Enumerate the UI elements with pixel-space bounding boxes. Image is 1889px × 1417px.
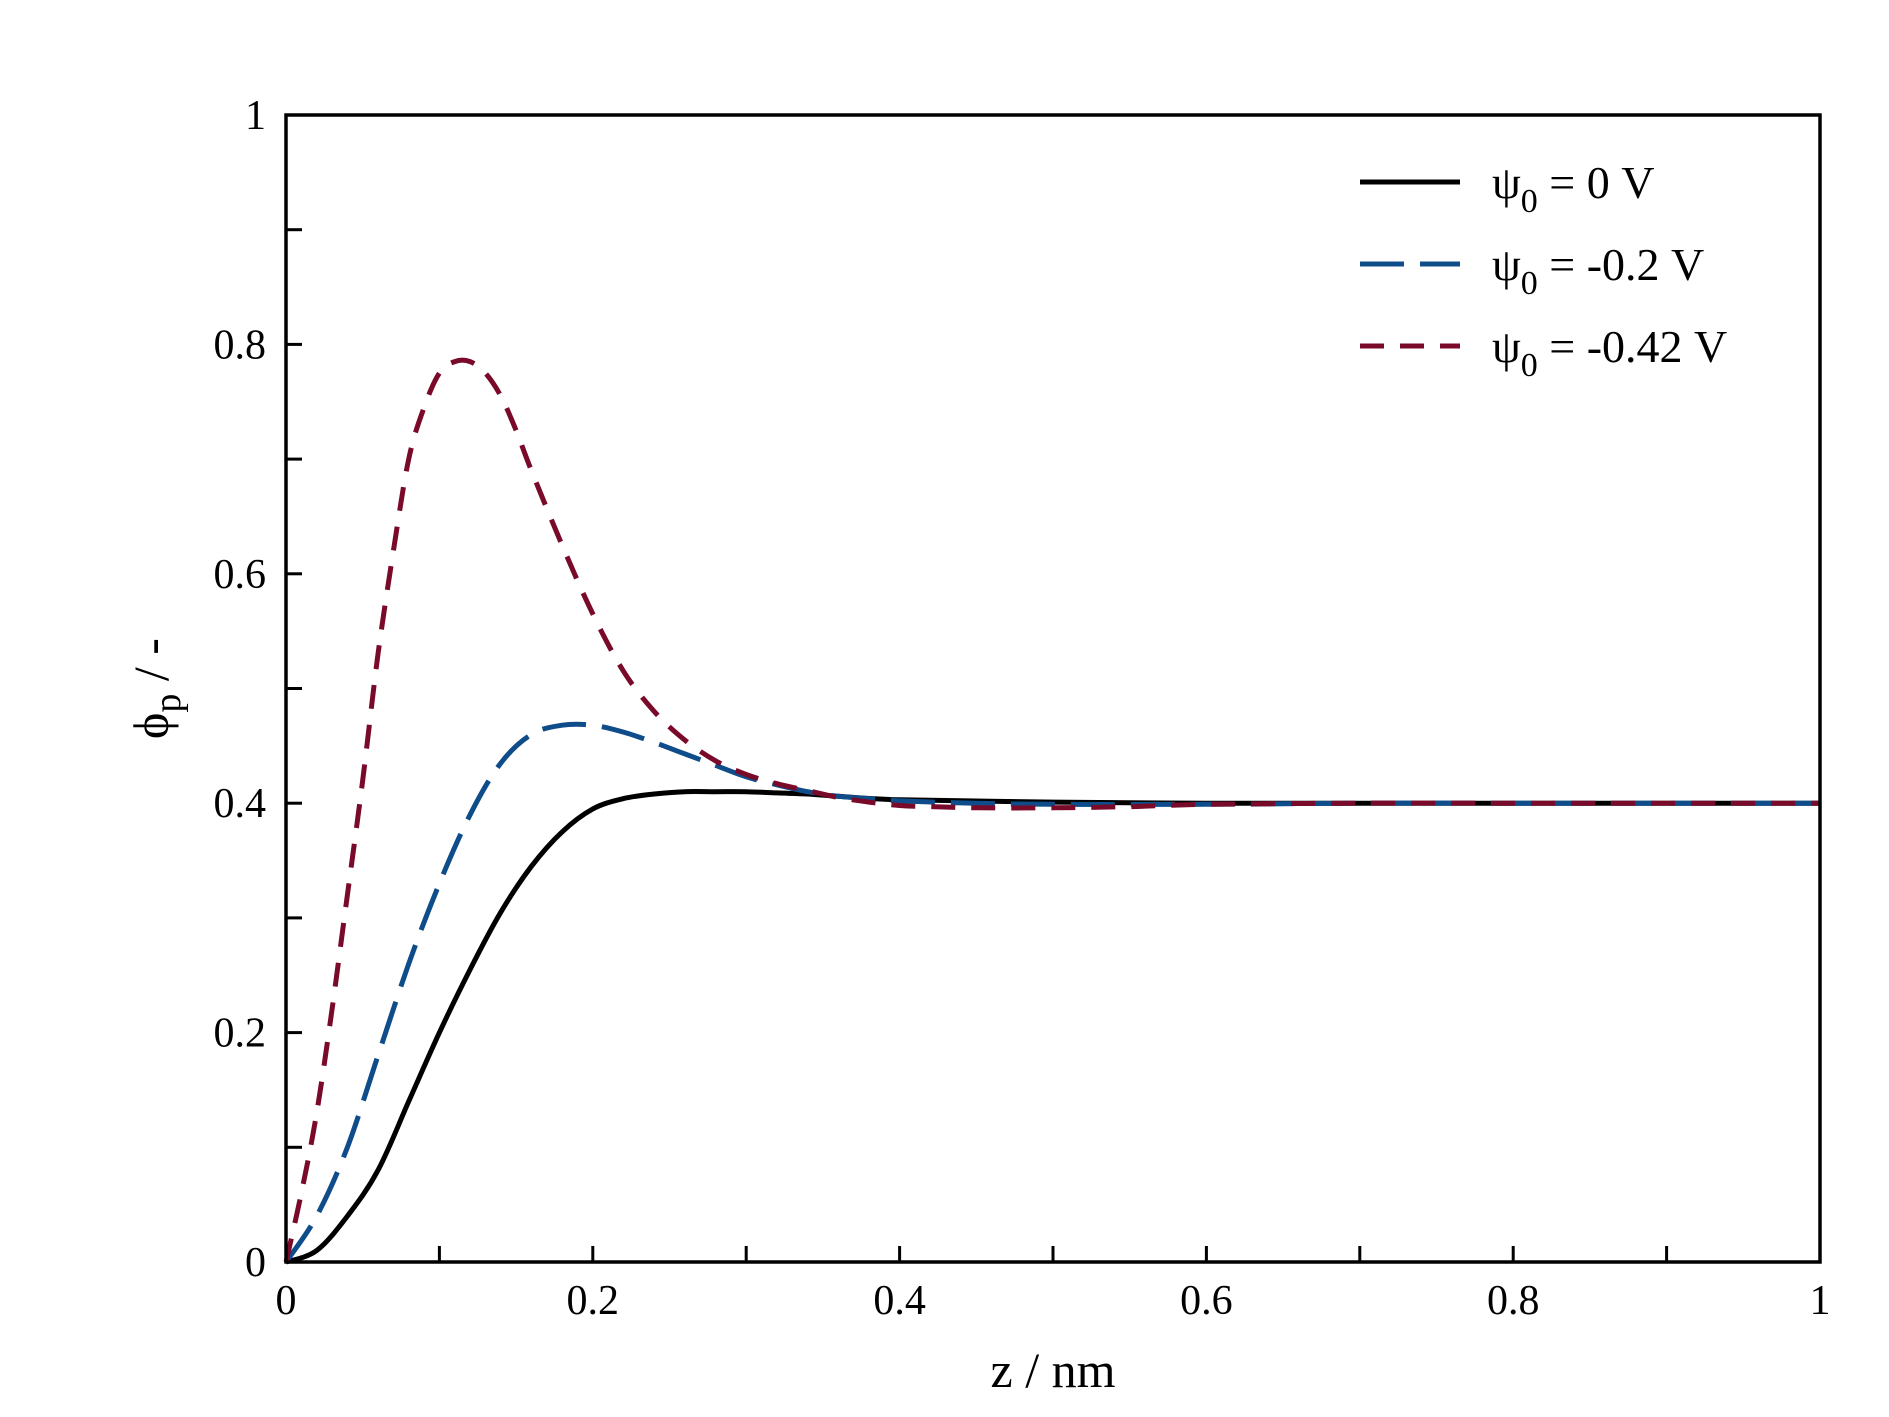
series-line-0: [285, 789, 1820, 1265]
x-axis-title: z / nm: [991, 1342, 1116, 1398]
y-tick-label: 0.4: [214, 781, 267, 827]
legend-label-symbol: ψ: [1492, 321, 1521, 372]
tick-labels: 0 0.2 0.4 0.6 0.8 1 0 0.2 0.4 0.6 0.8 1: [214, 93, 1831, 1324]
x-tick-label: 0: [276, 1278, 297, 1324]
y-axis-title-subscript: p: [147, 694, 189, 713]
legend-label-0: ψ0 = 0 V: [1492, 157, 1654, 220]
y-axis-title-suffix: / -: [123, 638, 179, 694]
legend-label-text: = -0.2 V: [1538, 239, 1704, 290]
x-tick-label: 0.4: [873, 1278, 926, 1324]
x-tick-label: 0.2: [567, 1278, 620, 1324]
legend-label-subscript: 0: [1521, 265, 1538, 302]
legend-label-subscript: 0: [1521, 347, 1538, 384]
legend-label-2: ψ0 = -0.42 V: [1492, 321, 1727, 384]
legend-label-subscript: 0: [1521, 183, 1538, 220]
x-tick-label: 0.8: [1487, 1278, 1540, 1324]
y-tick-label: 0: [245, 1240, 266, 1286]
series-layer: [283, 357, 1820, 1265]
x-tick-label: 0.6: [1180, 1278, 1233, 1324]
series-line-1: [283, 721, 1820, 1264]
legend-label-symbol: ψ: [1492, 239, 1521, 290]
axis-ticks: [286, 228, 1669, 1262]
x-tick-label: 1: [1810, 1278, 1831, 1324]
y-axis-title: ϕp / -: [123, 638, 189, 739]
legend-label-symbol: ψ: [1492, 157, 1521, 208]
legend-label-text: = -0.42 V: [1538, 321, 1727, 372]
y-tick-label: 0.2: [214, 1011, 267, 1057]
series-line-2: [283, 357, 1820, 1263]
legend: ψ0 = 0 Vψ0 = -0.2 Vψ0 = -0.42 V: [1360, 157, 1727, 384]
y-tick-label: 0.6: [214, 552, 267, 598]
legend-label-1: ψ0 = -0.2 V: [1492, 239, 1704, 302]
y-axis-title-symbol: ϕ: [123, 713, 179, 739]
legend-label-text: = 0 V: [1538, 157, 1655, 208]
y-tick-label: 1: [245, 93, 266, 139]
y-tick-label: 0.8: [214, 322, 267, 368]
